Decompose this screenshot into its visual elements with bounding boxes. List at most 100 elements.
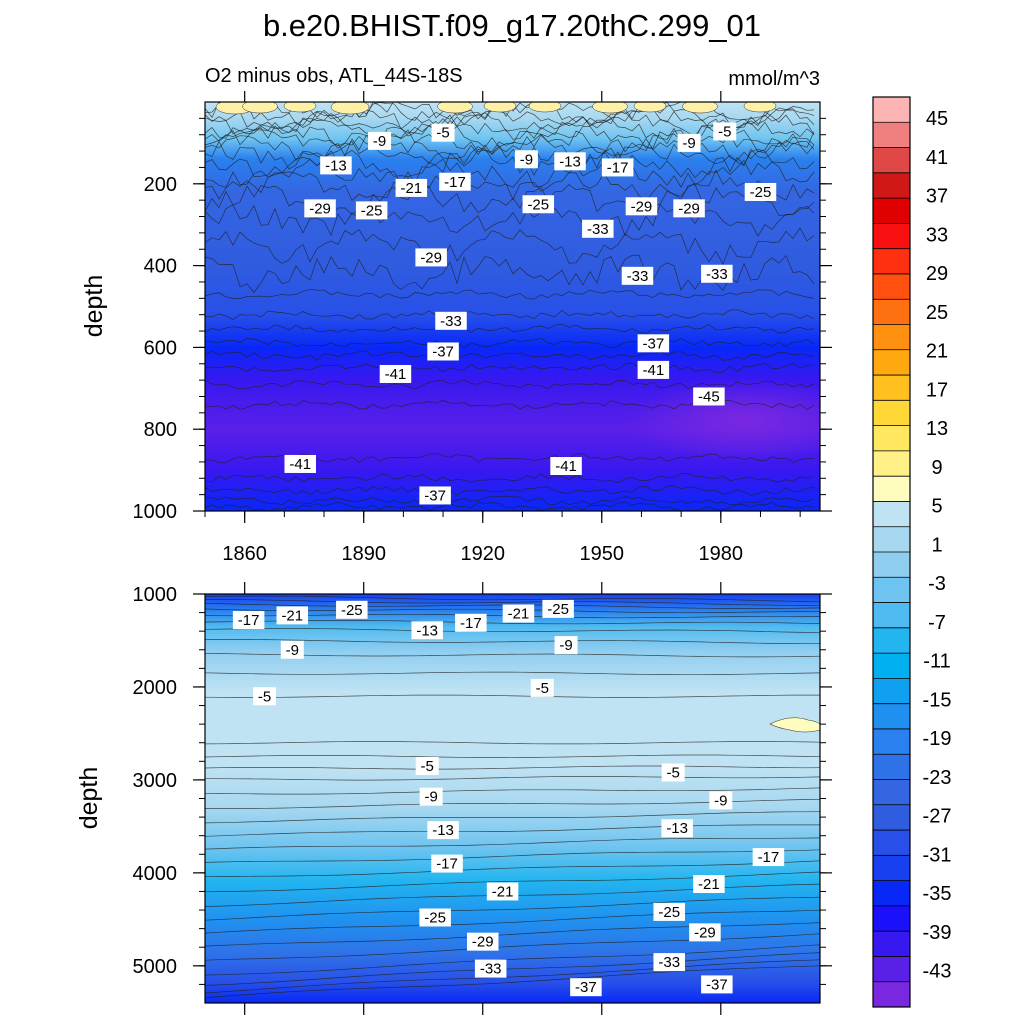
contour-label-box bbox=[693, 387, 725, 406]
upper-x-tick-label: 1890 bbox=[341, 543, 386, 565]
upper-y-tick-label: 200 bbox=[144, 174, 177, 196]
contour-label: -25 bbox=[424, 909, 446, 926]
contour-label-box bbox=[653, 953, 685, 972]
colorbar-label: -39 bbox=[923, 922, 952, 944]
contour-label: -25 bbox=[750, 184, 772, 201]
contour-label: -29 bbox=[472, 934, 494, 951]
contour-label: -17 bbox=[436, 856, 458, 873]
lower-y-tick-label: 1000 bbox=[133, 584, 178, 606]
lower-contour-line bbox=[205, 860, 820, 878]
colorbar-label: -23 bbox=[923, 767, 952, 789]
contour-label-box bbox=[253, 687, 277, 706]
upper-axis-ticks: 1860 1890 1920 1950 1980 200 400 600 800 1000 bbox=[133, 91, 832, 565]
colorbar-swatch bbox=[873, 552, 910, 578]
lower-y-tick-label: 2000 bbox=[133, 677, 178, 699]
contour-label-box bbox=[502, 604, 535, 623]
colorbar-swatch bbox=[873, 400, 910, 427]
upper-positive-blob bbox=[242, 102, 278, 114]
lower-contour-line bbox=[205, 909, 820, 934]
contour-label-box bbox=[415, 756, 439, 775]
contour-label: -33 bbox=[627, 268, 649, 285]
lower-contour-line bbox=[205, 741, 820, 745]
contour-label: -45 bbox=[698, 388, 720, 405]
upper-contour-line bbox=[205, 288, 815, 300]
lower-contour-line bbox=[205, 811, 820, 824]
upper-contour-line bbox=[205, 169, 815, 202]
contour-label-box bbox=[379, 364, 412, 383]
upper-contour-line bbox=[205, 148, 815, 179]
contour-label-box bbox=[320, 156, 352, 175]
upper-contour-line bbox=[205, 129, 815, 154]
colorbar-frame bbox=[872, 96, 911, 1008]
contour-label: -5 bbox=[421, 758, 434, 775]
contour-label-box bbox=[542, 599, 574, 618]
colorbar-swatch bbox=[873, 804, 910, 831]
contour-label-box bbox=[439, 172, 471, 191]
colorbar-swatch bbox=[873, 880, 910, 907]
contour-label: -33 bbox=[480, 961, 502, 978]
contour-label: -21 bbox=[492, 883, 514, 900]
upper-contour-line bbox=[205, 473, 815, 483]
contour-label: -17 bbox=[444, 174, 466, 191]
contour-label-box bbox=[427, 821, 459, 840]
upper-contour-line bbox=[205, 501, 815, 511]
upper-positive-blob bbox=[633, 102, 667, 113]
contour-label-box bbox=[582, 219, 614, 238]
contour-label-box bbox=[673, 199, 705, 218]
upper-contour-line bbox=[205, 111, 815, 138]
colorbar-label: 25 bbox=[926, 302, 948, 324]
colorbar: 45 41 37 33 29 25 21 17 13 9 5 1 -3 -7 -11 -15 -19 -23 -27… bbox=[872, 96, 952, 1008]
colorbar-label: -3 bbox=[928, 573, 946, 595]
upper-contour-line bbox=[205, 453, 815, 463]
contour-label-box bbox=[232, 611, 265, 630]
units-label: mmol/m^3 bbox=[728, 68, 820, 90]
contour-label-box bbox=[522, 195, 555, 214]
upper-contour-labels: -5 -9 -13 -9 -13 -17 -9 -5 -21 -17 -25 -29 -25 -33 -29… bbox=[284, 122, 777, 505]
upper-positive-blob bbox=[528, 102, 562, 113]
contour-label-box bbox=[435, 311, 467, 330]
contour-label: -17 bbox=[460, 615, 482, 632]
lower-contour-line bbox=[205, 628, 820, 634]
lower-contour-line bbox=[205, 776, 820, 781]
upper-contour-line bbox=[205, 203, 815, 237]
upper-contour-line bbox=[205, 158, 815, 188]
lower-y-tick-label: 3000 bbox=[133, 770, 178, 792]
colorbar-label: -35 bbox=[923, 883, 952, 905]
contour-label: -21 bbox=[698, 876, 720, 893]
contour-label-box bbox=[701, 264, 733, 283]
lower-y-tick-label: 5000 bbox=[133, 956, 178, 978]
contour-label-box bbox=[554, 636, 578, 655]
contour-label-box bbox=[550, 457, 582, 476]
lower-contour-line bbox=[205, 765, 820, 770]
contour-label-box bbox=[419, 486, 451, 505]
upper-y-tick-label: 600 bbox=[144, 337, 177, 359]
lower-contour-line bbox=[205, 896, 820, 921]
colorbar-label: 1 bbox=[931, 534, 942, 556]
contour-label-box bbox=[689, 923, 721, 942]
colorbar-swatch bbox=[873, 855, 910, 882]
contour-label-box bbox=[355, 201, 388, 220]
contour-label-box bbox=[368, 131, 392, 150]
colorbar-swatch bbox=[873, 147, 910, 174]
lower-contour-line bbox=[205, 965, 820, 998]
lower-contour-line bbox=[205, 952, 820, 986]
upper-contour-line bbox=[205, 337, 815, 349]
colorbar-label: 17 bbox=[926, 379, 948, 401]
colorbar-label: 13 bbox=[926, 418, 948, 440]
contour-label-box bbox=[713, 122, 737, 141]
contour-label: -25 bbox=[547, 601, 569, 618]
lower-contour-line bbox=[205, 754, 820, 758]
contour-label-box bbox=[625, 197, 658, 216]
contour-label: -5 bbox=[536, 680, 549, 697]
contour-label: -21 bbox=[281, 607, 303, 624]
lower-contour-line bbox=[205, 944, 820, 976]
upper-contour-line bbox=[205, 227, 815, 266]
contour-label-box bbox=[431, 854, 463, 873]
contour-label: -25 bbox=[341, 602, 363, 619]
upper-positive-blobs bbox=[215, 102, 777, 115]
upper-positive-blob bbox=[437, 102, 473, 114]
contour-label-box bbox=[601, 158, 634, 177]
colorbar-swatch bbox=[873, 450, 910, 477]
